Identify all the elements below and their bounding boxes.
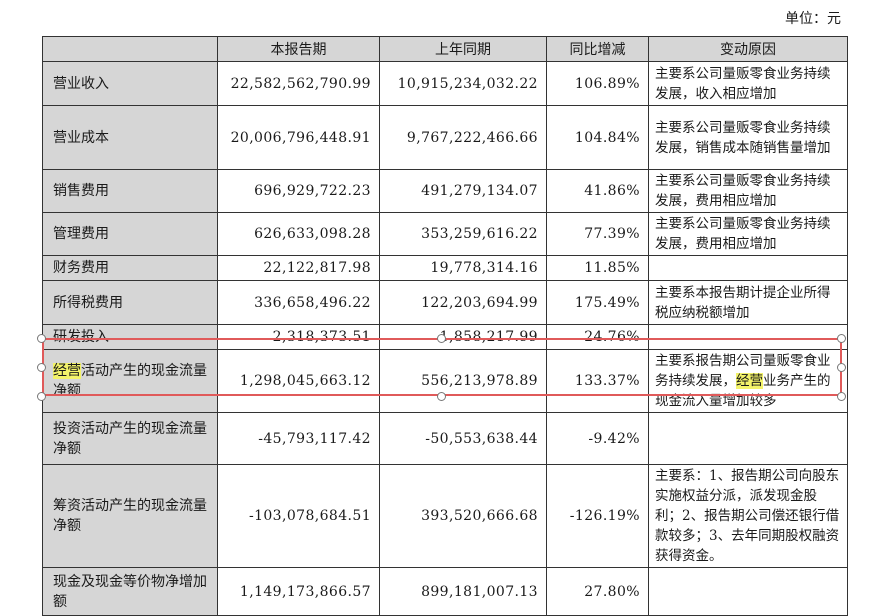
header-prior-period: 上年同期 (379, 36, 547, 62)
prior-value: 122,203,694.99 (379, 280, 547, 325)
current-value: 1,298,045,663.12 (217, 349, 380, 413)
change-value: 104.84% (546, 105, 649, 170)
reason-text (648, 255, 848, 281)
reason-text: 主要系报告期公司量贩零食业务持续发展，经营业务产生的现金流入量增加较多 (648, 349, 848, 413)
prior-value: 393,520,666.68 (379, 464, 547, 568)
reason-text: 主要系本报告期计提企业所得税应纳税额增加 (648, 280, 848, 325)
header-yoy-change: 同比增减 (546, 36, 649, 62)
change-value: 175.49% (546, 280, 649, 325)
prior-value: 556,213,978.89 (379, 349, 547, 413)
row-label: 现金及现金等价物净增加额 (42, 567, 218, 616)
reason-text: 主要系公司量贩零食业务持续发展，费用相应增加 (648, 212, 848, 256)
current-value: 2,318,373.51 (217, 324, 380, 350)
resize-handle-bottom-right[interactable] (837, 392, 846, 401)
prior-value: 353,259,616.22 (379, 212, 547, 256)
row-label: 研发投入 (42, 324, 218, 350)
current-value: 22,582,562,790.99 (217, 61, 380, 106)
prior-value: 1,858,217.99 (379, 324, 547, 350)
table-row: 销售费用 696,929,722.23 491,279,134.07 41.86… (42, 169, 848, 213)
table-row-selected[interactable]: 经营活动产生的现金流量净额 1,298,045,663.12 556,213,9… (42, 349, 848, 413)
resize-handle-middle-right[interactable] (837, 363, 846, 372)
prior-value: 9,767,222,466.66 (379, 105, 547, 170)
current-value: 696,929,722.23 (217, 169, 380, 213)
reason-text: 主要系公司量贩零食业务持续发展，费用相应增加 (648, 169, 848, 213)
current-value: 626,633,098.28 (217, 212, 380, 256)
table-row: 研发投入 2,318,373.51 1,858,217.99 24.76% (42, 324, 848, 350)
change-value: 11.85% (546, 255, 649, 281)
header-current-period: 本报告期 (217, 36, 380, 62)
header-reason: 变动原因 (648, 36, 848, 62)
resize-handle-top-left[interactable] (37, 334, 46, 343)
prior-value: -50,553,638.44 (379, 412, 547, 465)
reason-text-pre: 主要系报告期公司量贩零食业务持续发展， (655, 353, 831, 389)
row-label: 销售费用 (42, 169, 218, 213)
table-row: 筹资活动产生的现金流量净额 -103,078,684.51 393,520,66… (42, 464, 848, 568)
reason-text (648, 567, 848, 616)
prior-value: 899,181,007.13 (379, 567, 547, 616)
reason-text: 主要系：1、报告期公司向股东实施权益分派，派发现金股利；2、报告期公司偿还银行借… (648, 464, 848, 568)
change-value: 106.89% (546, 61, 649, 106)
change-value: 77.39% (546, 212, 649, 256)
prior-value: 10,915,234,032.22 (379, 61, 547, 106)
row-label: 筹资活动产生的现金流量净额 (42, 464, 218, 568)
current-value: 336,658,496.22 (217, 280, 380, 325)
change-value: -126.19% (546, 464, 649, 568)
prior-value: 491,279,134.07 (379, 169, 547, 213)
row-label: 经营活动产生的现金流量净额 (42, 349, 218, 413)
resize-handle-bottom-left[interactable] (37, 392, 46, 401)
resize-handle-bottom-middle[interactable] (437, 392, 446, 401)
reason-text (648, 412, 848, 465)
table-row: 营业收入 22,582,562,790.99 10,915,234,032.22… (42, 61, 848, 106)
row-label: 管理费用 (42, 212, 218, 256)
current-value: -103,078,684.51 (217, 464, 380, 568)
change-value: -9.42% (546, 412, 649, 465)
row-label: 财务费用 (42, 255, 218, 281)
table-row: 所得税费用 336,658,496.22 122,203,694.99 175.… (42, 280, 848, 325)
row-label: 营业成本 (42, 105, 218, 170)
header-item (42, 36, 218, 62)
current-value: 1,149,173,866.57 (217, 567, 380, 616)
resize-handle-top-middle[interactable] (437, 334, 446, 343)
reason-text: 主要系公司量贩零食业务持续发展，销售成本随销售量增加 (648, 105, 848, 170)
change-value: 133.37% (546, 349, 649, 413)
unit-label: 单位：元 (785, 11, 841, 27)
row-label: 投资活动产生的现金流量净额 (42, 412, 218, 465)
row-label: 所得税费用 (42, 280, 218, 325)
current-value: 22,122,817.98 (217, 255, 380, 281)
current-value: 20,006,796,448.91 (217, 105, 380, 170)
table-row: 投资活动产生的现金流量净额 -45,793,117.42 -50,553,638… (42, 412, 848, 465)
resize-handle-middle-left[interactable] (37, 363, 46, 372)
row-label: 营业收入 (42, 61, 218, 106)
reason-text-post: 业务产生的现金流入量增加较多 (655, 373, 831, 409)
table-row: 财务费用 22,122,817.98 19,778,314.16 11.85% (42, 255, 848, 281)
header-row: 本报告期 上年同期 同比增减 变动原因 (42, 36, 848, 62)
reason-text (648, 324, 848, 350)
prior-value: 19,778,314.16 (379, 255, 547, 281)
financial-table: 本报告期 上年同期 同比增减 变动原因 营业收入 22,582,562,790.… (42, 36, 848, 616)
table-row: 管理费用 626,633,098.28 353,259,616.22 77.39… (42, 212, 848, 256)
reason-text: 主要系公司量贩零食业务持续发展，收入相应增加 (648, 61, 848, 106)
resize-handle-top-right[interactable] (837, 334, 846, 343)
table-row: 营业成本 20,006,796,448.91 9,767,222,466.66 … (42, 105, 848, 170)
change-value: 41.86% (546, 169, 649, 213)
change-value: 24.76% (546, 324, 649, 350)
change-value: 27.80% (546, 567, 649, 616)
current-value: -45,793,117.42 (217, 412, 380, 465)
search-highlight: 经营 (736, 373, 763, 389)
table-row: 现金及现金等价物净增加额 1,149,173,866.57 899,181,00… (42, 567, 848, 616)
search-highlight: 经营 (53, 363, 81, 379)
